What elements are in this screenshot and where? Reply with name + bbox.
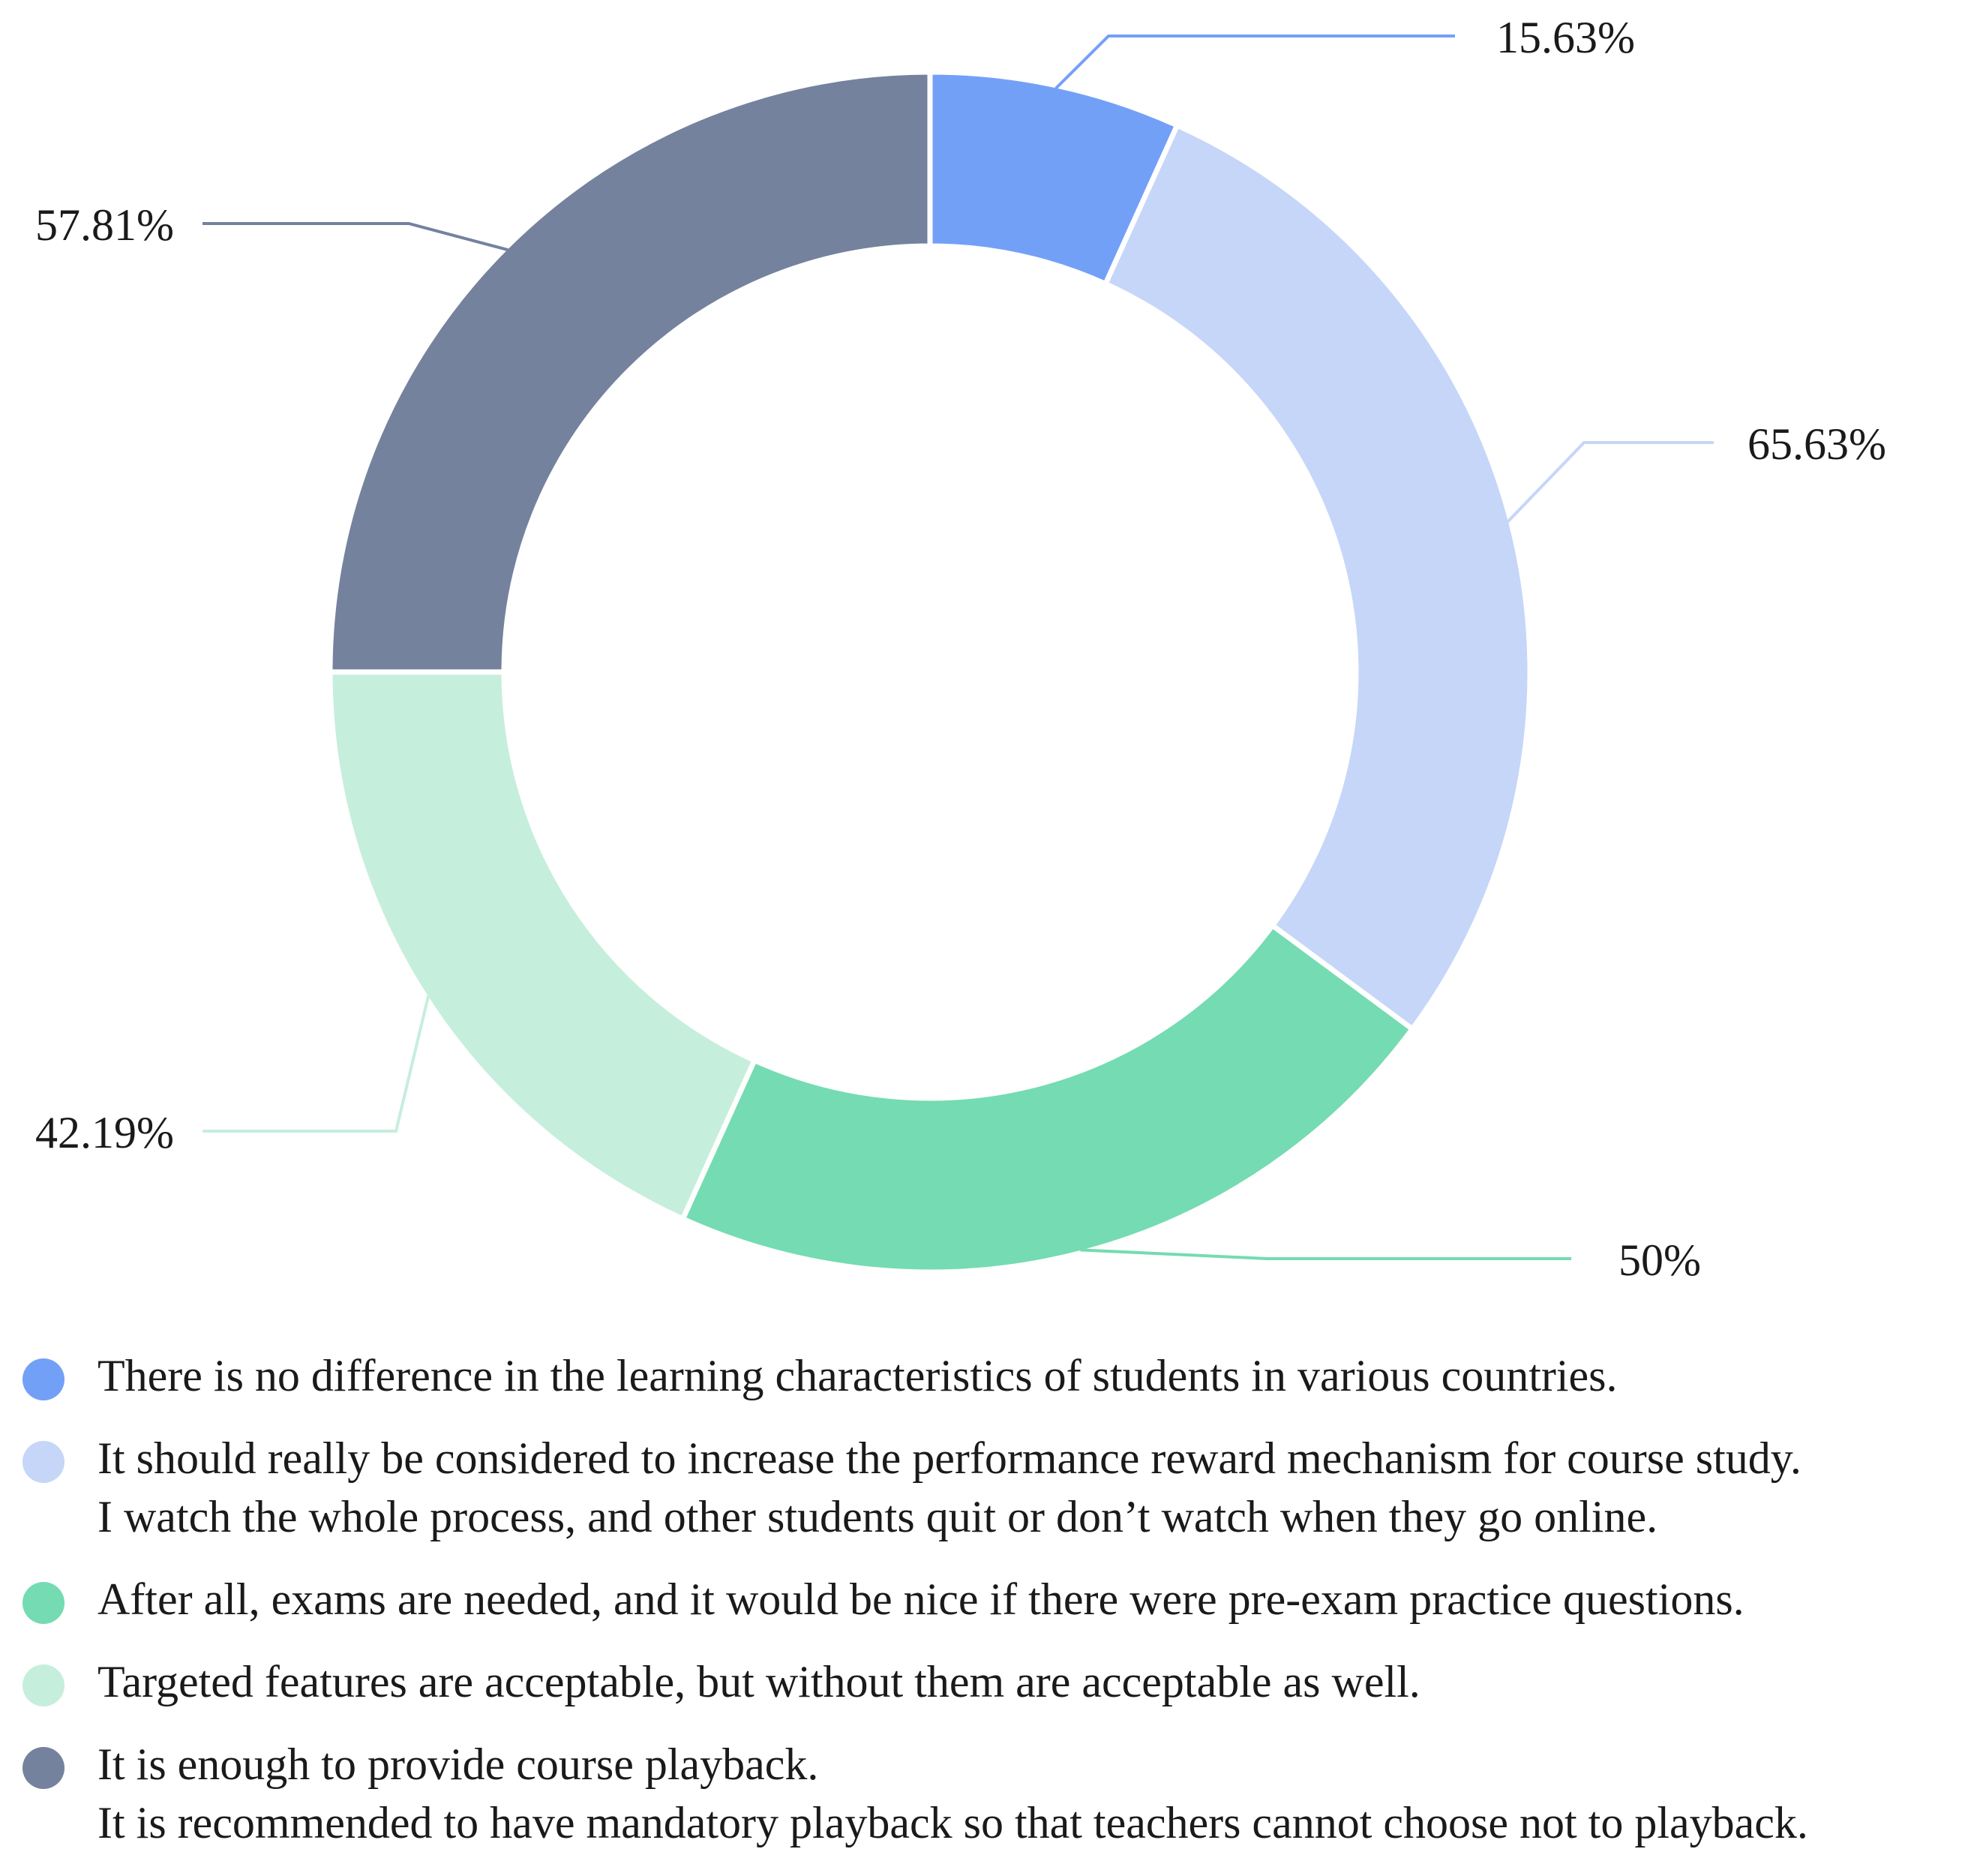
data-label-4: 42.19% [35, 1108, 174, 1157]
legend-marker [22, 1441, 64, 1483]
legend-item-2: It should really be considered to increa… [22, 1429, 1958, 1546]
legend-label: There is no difference in the learning c… [98, 1351, 1618, 1400]
legend-item-5: It is enough to provide course playback.… [22, 1735, 1958, 1852]
legend: There is no difference in the learning c… [22, 1346, 1958, 1876]
donut-slice-3 [679, 921, 1417, 1275]
legend-marker [22, 1664, 64, 1706]
legend-label: After all, exams are needed, and it woul… [98, 1574, 1744, 1624]
donut-slice-5 [327, 69, 933, 675]
legend-marker [22, 1582, 64, 1624]
legend-item-1: There is no difference in the learning c… [22, 1346, 1958, 1405]
leader-line-2 [1506, 441, 1714, 523]
donut-chart: 15.63% 65.63% 50% 42.19% 57.81% [35, 13, 1886, 1285]
legend-label: Targeted features are acceptable, but wi… [98, 1657, 1420, 1706]
donut-slice-4 [327, 669, 758, 1223]
legend-marker [22, 1358, 64, 1400]
legend-item-4: Targeted features are acceptable, but wi… [22, 1652, 1958, 1711]
leader-line-4 [202, 995, 430, 1133]
data-label-3: 50% [1618, 1235, 1701, 1285]
data-label-2: 65.63% [1748, 419, 1886, 469]
leader-line-5 [202, 222, 508, 252]
data-label-5: 57.81% [35, 200, 174, 250]
leader-line-1 [1054, 35, 1455, 90]
leader-line-3 [1080, 1248, 1571, 1260]
donut-slice-2 [1102, 122, 1533, 1033]
legend-label: It is enough to provide course playback.… [98, 1739, 1808, 1847]
legend-marker [22, 1747, 64, 1789]
legend-label: It should really be considered to increa… [98, 1433, 1802, 1541]
legend-item-3: After all, exams are needed, and it woul… [22, 1570, 1958, 1628]
data-label-1: 15.63% [1496, 13, 1635, 62]
